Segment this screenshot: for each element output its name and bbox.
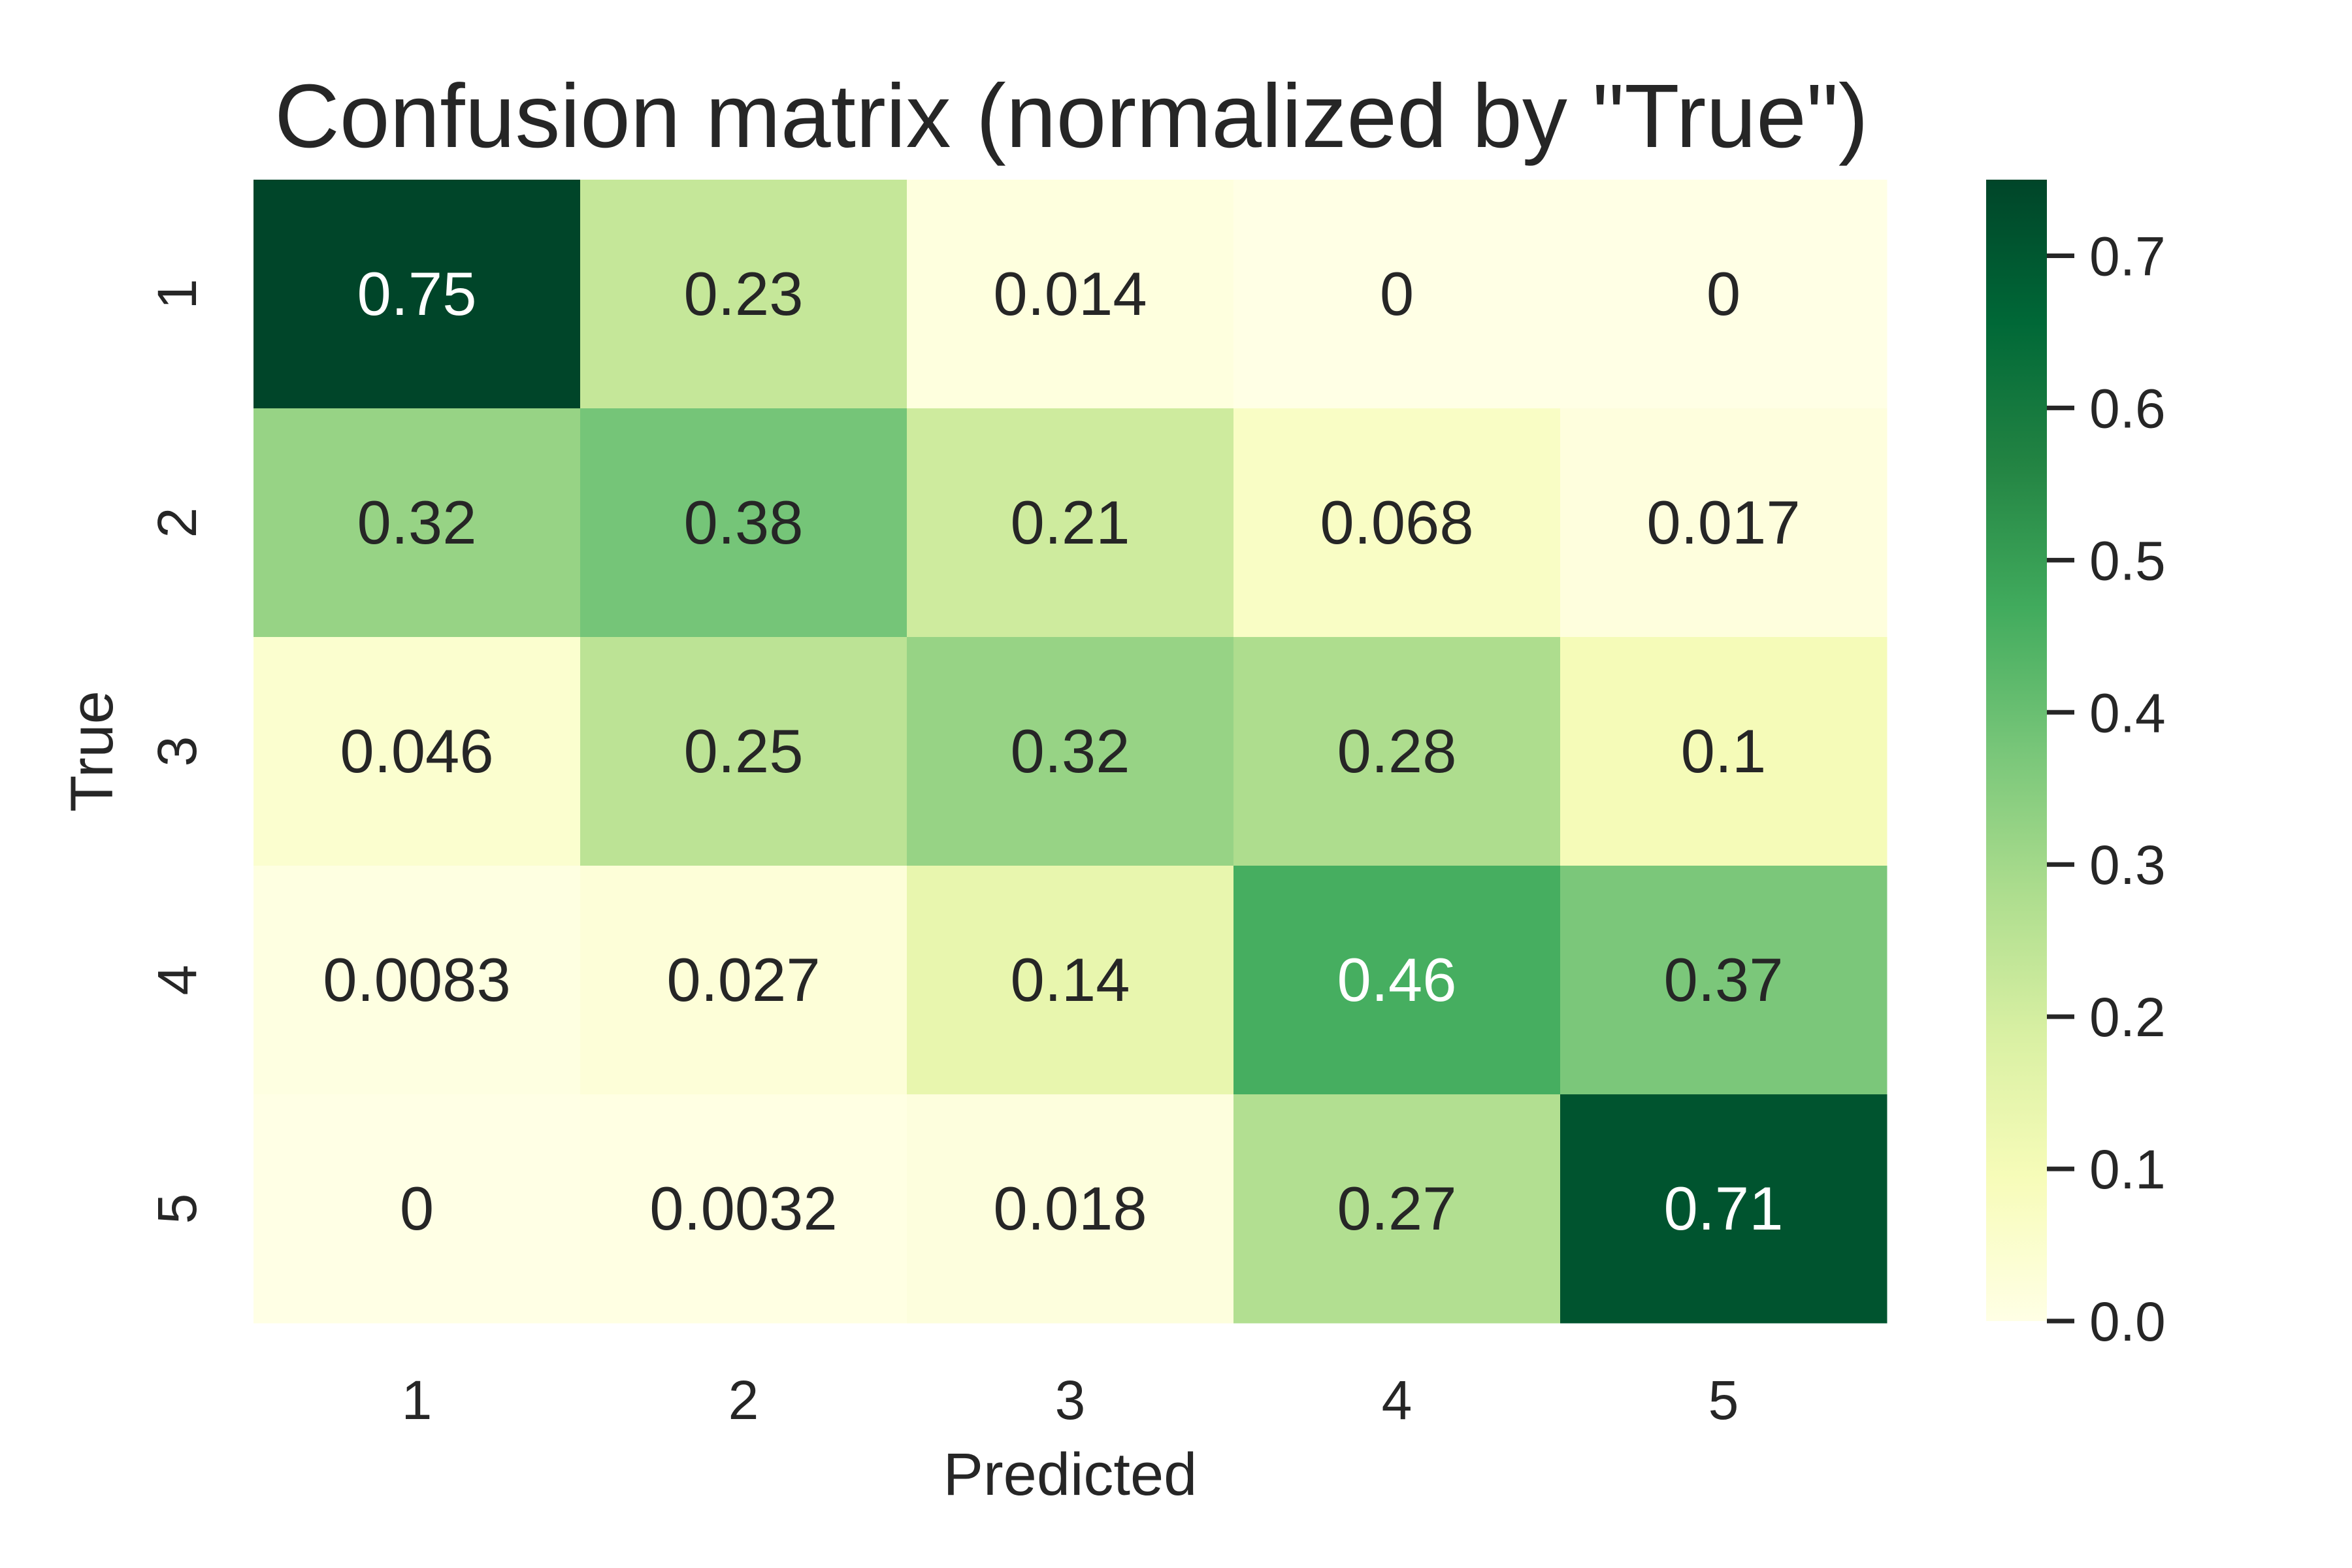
heatmap-cell-r5-c3	[907, 1094, 1234, 1324]
cell-label-r2-c3: 0.21	[1011, 488, 1130, 557]
heatmap-cell-r3-c2	[580, 637, 907, 866]
colorbar-tick-label-0.2: 0.2	[2089, 987, 2166, 1048]
cell-label-r2-c5: 0.017	[1646, 488, 1800, 557]
colorbar-tick-label-0.0: 0.0	[2089, 1291, 2166, 1352]
cell-label-r5-c3: 0.018	[993, 1174, 1147, 1243]
x-axis-label: Predicted	[943, 1441, 1198, 1508]
heatmap-cell-r2-c4	[1233, 408, 1561, 638]
heatmap-cell-r5-c1	[253, 1094, 581, 1324]
cell-label-r4-c1: 0.0083	[323, 945, 511, 1014]
heatmap-cell-r4-c3	[907, 866, 1234, 1095]
cell-label-r4-c5: 0.37	[1664, 945, 1784, 1014]
chart-title: Confusion matrix (normalized by "True")	[274, 66, 1869, 167]
heatmap-cell-r5-c5	[1560, 1094, 1887, 1324]
heatmap-cell-r5-c4	[1233, 1094, 1561, 1324]
heatmap-cell-r4-c2	[580, 866, 907, 1095]
colorbar-tick-label-0.6: 0.6	[2089, 378, 2166, 439]
heatmap-cell-r1-c2	[580, 180, 907, 409]
heatmap-cell-r3-c4	[1233, 637, 1561, 866]
heatmap-cell-r1-c5	[1560, 180, 1887, 409]
y-tick-label-1: 1	[146, 279, 208, 310]
x-tick-label-2: 2	[728, 1369, 759, 1431]
x-tick-label-4: 4	[1382, 1369, 1413, 1431]
colorbar-tick-label-0.1: 0.1	[2089, 1139, 2166, 1200]
cell-label-r3-c5: 0.1	[1681, 717, 1767, 785]
heatmap-cell-r1-c3	[907, 180, 1234, 409]
cell-label-r3-c1: 0.046	[340, 717, 493, 785]
y-tick-label-4: 4	[146, 965, 208, 996]
x-axis-ticks: 1 2 3 4 5	[402, 1369, 1739, 1431]
heatmap-cell-r3-c5	[1560, 637, 1887, 866]
y-tick-label-2: 2	[146, 508, 208, 538]
heatmap-cell-r2-c1	[253, 408, 581, 638]
x-tick-label-5: 5	[1708, 1369, 1739, 1431]
heatmap-cell-r1-c1	[253, 180, 581, 409]
x-tick-label-3: 3	[1055, 1369, 1086, 1431]
y-axis-ticks: 1 2 3 4 5	[146, 279, 208, 1224]
heatmap-cell-r4-c5	[1560, 866, 1887, 1095]
heatmap-cell-r2-c3	[907, 408, 1234, 638]
heatmap-cell-r1-c4	[1233, 180, 1561, 409]
cell-label-r1-c2: 0.23	[684, 259, 804, 328]
heatmap-cell-r4-c4	[1233, 866, 1561, 1095]
heatmap-cell-r3-c3	[907, 637, 1234, 866]
cell-label-r1-c5: 0	[1707, 259, 1740, 328]
heatmap-cell-r3-c1	[253, 637, 581, 866]
cell-label-r2-c4: 0.068	[1320, 488, 1473, 557]
cell-label-r5-c4: 0.27	[1337, 1174, 1457, 1243]
cell-label-r1-c1: 0.75	[357, 259, 477, 328]
cell-label-r3-c2: 0.25	[684, 717, 804, 785]
cell-label-r4-c4: 0.46	[1337, 945, 1457, 1014]
y-tick-label-3: 3	[146, 736, 208, 767]
colorbar	[1986, 180, 2047, 1321]
colorbar-tick-label-0.4: 0.4	[2089, 682, 2166, 743]
cell-label-r4-c2: 0.027	[666, 945, 820, 1014]
cell-label-r2-c1: 0.32	[357, 488, 477, 557]
heatmap-cells: 0.75 0.23 0.014 0 0 0.32 0.38 0.21 0.068 0.017 0.0…	[253, 180, 1887, 1324]
cell-label-r4-c3: 0.14	[1011, 945, 1130, 1014]
cell-label-r1-c4: 0	[1380, 259, 1414, 328]
heatmap-cell-r2-c2	[580, 408, 907, 638]
cell-label-r1-c3: 0.014	[993, 259, 1147, 328]
cell-label-r5-c5: 0.71	[1664, 1174, 1784, 1243]
colorbar-ticks: 0.0 0.1 0.2 0.3 0.4 0.5 0.6 0.7	[2047, 225, 2166, 1352]
cell-label-r5-c2: 0.0032	[649, 1174, 838, 1243]
x-tick-label-1: 1	[402, 1369, 433, 1431]
cell-label-r2-c2: 0.38	[684, 488, 804, 557]
cell-label-r5-c1: 0	[400, 1174, 434, 1243]
heatmap-cell-r2-c5	[1560, 408, 1887, 638]
y-axis-label: True	[59, 691, 125, 812]
cell-label-r3-c4: 0.28	[1337, 717, 1457, 785]
y-tick-label-5: 5	[146, 1194, 208, 1224]
heatmap-cell-r4-c1	[253, 866, 581, 1095]
colorbar-tick-label-0.3: 0.3	[2089, 834, 2166, 896]
heatmap-cell-r5-c2	[580, 1094, 907, 1324]
colorbar-tick-label-0.7: 0.7	[2089, 225, 2166, 287]
cell-label-r3-c3: 0.32	[1011, 717, 1130, 785]
colorbar-tick-label-0.5: 0.5	[2089, 530, 2166, 591]
